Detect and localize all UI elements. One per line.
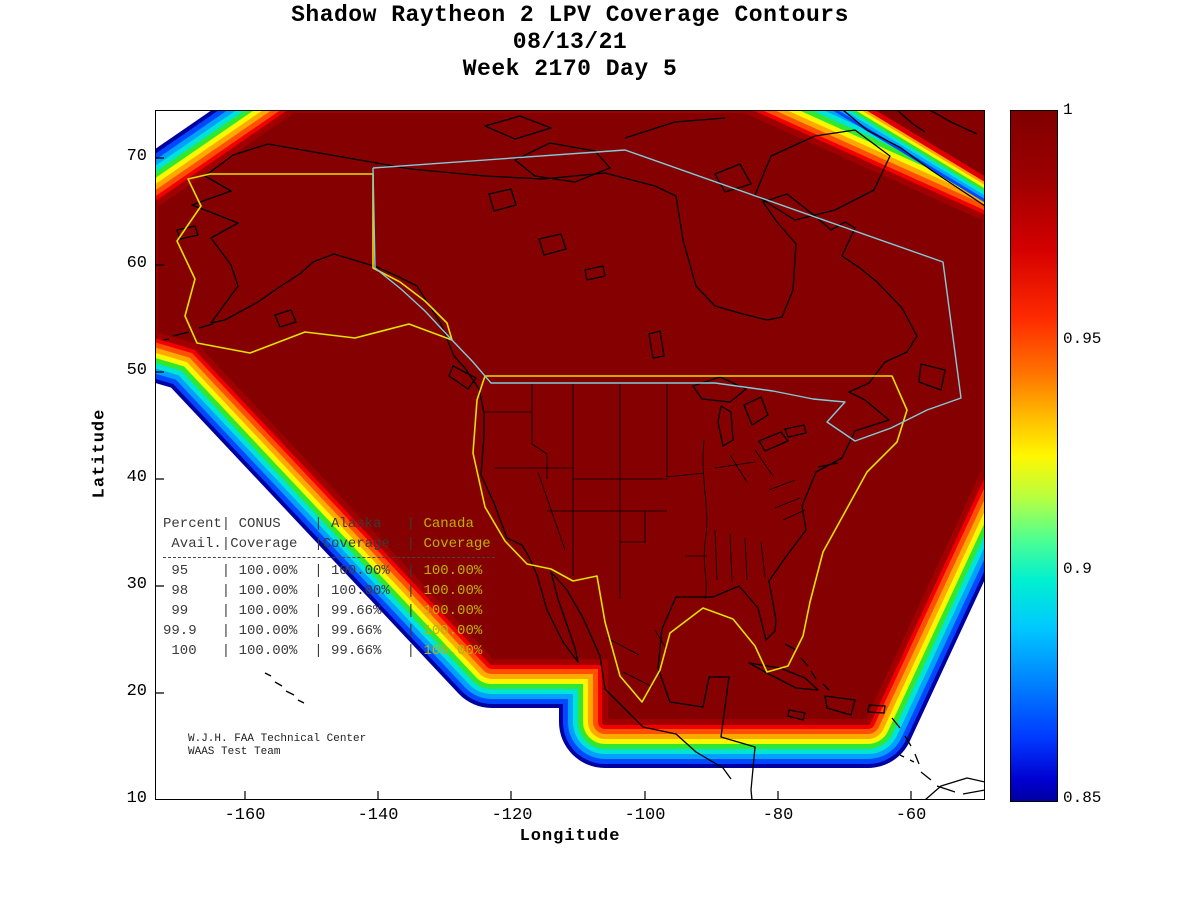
figure-title-line1: Shadow Raytheon 2 LPV Coverage Contours (291, 2, 849, 28)
header-main: Avail.|Coverage |Coverage | (163, 536, 416, 552)
table-separator (163, 557, 495, 558)
header-canada: Coverage (415, 536, 491, 552)
table-row: 95 | 100.00% | 100.00% | 100.00% (163, 561, 495, 581)
colorbar-tick-label: 0.85 (1063, 789, 1102, 807)
coverage-table-header: Avail.|Coverage |Coverage | Coverage (163, 534, 495, 554)
row-main: 99.9 | 100.00% | 99.66% | (163, 623, 416, 639)
table-row: 99 | 100.00% | 99.66% | 100.00% (163, 601, 495, 621)
alaska-service-boundary (176, 173, 453, 354)
table-row: 100 | 100.00% | 99.66% | 100.00% (163, 641, 495, 661)
longitude-axis-label: Longitude (519, 827, 621, 846)
figure-title: Shadow Raytheon 2 LPV Coverage Contours … (155, 2, 985, 83)
credit-line2: WAAS Test Team (188, 746, 281, 758)
row-canada: 100.00% (415, 623, 483, 639)
row-canada: 100.00% (415, 603, 483, 619)
coverage-map-plot (155, 110, 985, 800)
plot-border (155, 110, 985, 800)
table-row: 98 | 100.00% | 100.00% | 100.00% (163, 581, 495, 601)
colorbar-tick-label: 1 (1063, 101, 1073, 119)
colorbar (1010, 110, 1058, 802)
y-tick-label: 50 (126, 361, 147, 380)
header-main: Percent| CONUS | Alaska | (163, 516, 416, 532)
y-tick-label: 70 (126, 147, 147, 166)
row-canada: 100.00% (415, 563, 483, 579)
row-main: 100 | 100.00% | 99.66% | (163, 643, 416, 659)
conus-service-boundary (472, 375, 908, 703)
canada-service-boundary (372, 149, 962, 442)
figure-title-line2: 08/13/21 (512, 29, 628, 55)
row-canada: 100.00% (415, 583, 483, 599)
y-tick-label: 40 (126, 468, 147, 487)
colorbar-tick-label: 0.9 (1063, 560, 1092, 578)
table-row: 99.9 | 100.00% | 99.66% | 100.00% (163, 621, 495, 641)
row-main: 95 | 100.00% | 100.00% | (163, 563, 416, 579)
colorbar-tick-label: 0.95 (1063, 330, 1102, 348)
x-tick-label: -80 (762, 806, 794, 825)
x-tick-label: -160 (224, 806, 266, 825)
y-tick-label: 60 (126, 254, 147, 273)
x-tick-label: -120 (491, 806, 533, 825)
x-tick-label: -100 (624, 806, 666, 825)
row-main: 99 | 100.00% | 99.66% | (163, 603, 416, 619)
row-main: 98 | 100.00% | 100.00% | (163, 583, 416, 599)
y-tick-label: 30 (126, 575, 147, 594)
header-canada: Canada (415, 516, 474, 532)
x-tick-label: -140 (357, 806, 399, 825)
row-canada: 100.00% (415, 643, 483, 659)
figure-title-line3: Week 2170 Day 5 (462, 56, 678, 82)
y-tick-label: 10 (126, 789, 147, 808)
axis-tick-marks (155, 157, 912, 800)
y-tick-label: 20 (126, 682, 147, 701)
latitude-axis-label: Latitude (90, 408, 110, 499)
credit-line1: W.J.H. FAA Technical Center (188, 733, 367, 745)
coverage-map-svg (155, 110, 985, 800)
x-tick-label: -60 (895, 806, 927, 825)
coverage-table: Percent| CONUS | Alaska | Canada Avail.|… (163, 514, 495, 661)
coverage-table-header: Percent| CONUS | Alaska | Canada (163, 514, 495, 534)
credit-text: W.J.H. FAA Technical Center WAAS Test Te… (188, 733, 366, 759)
